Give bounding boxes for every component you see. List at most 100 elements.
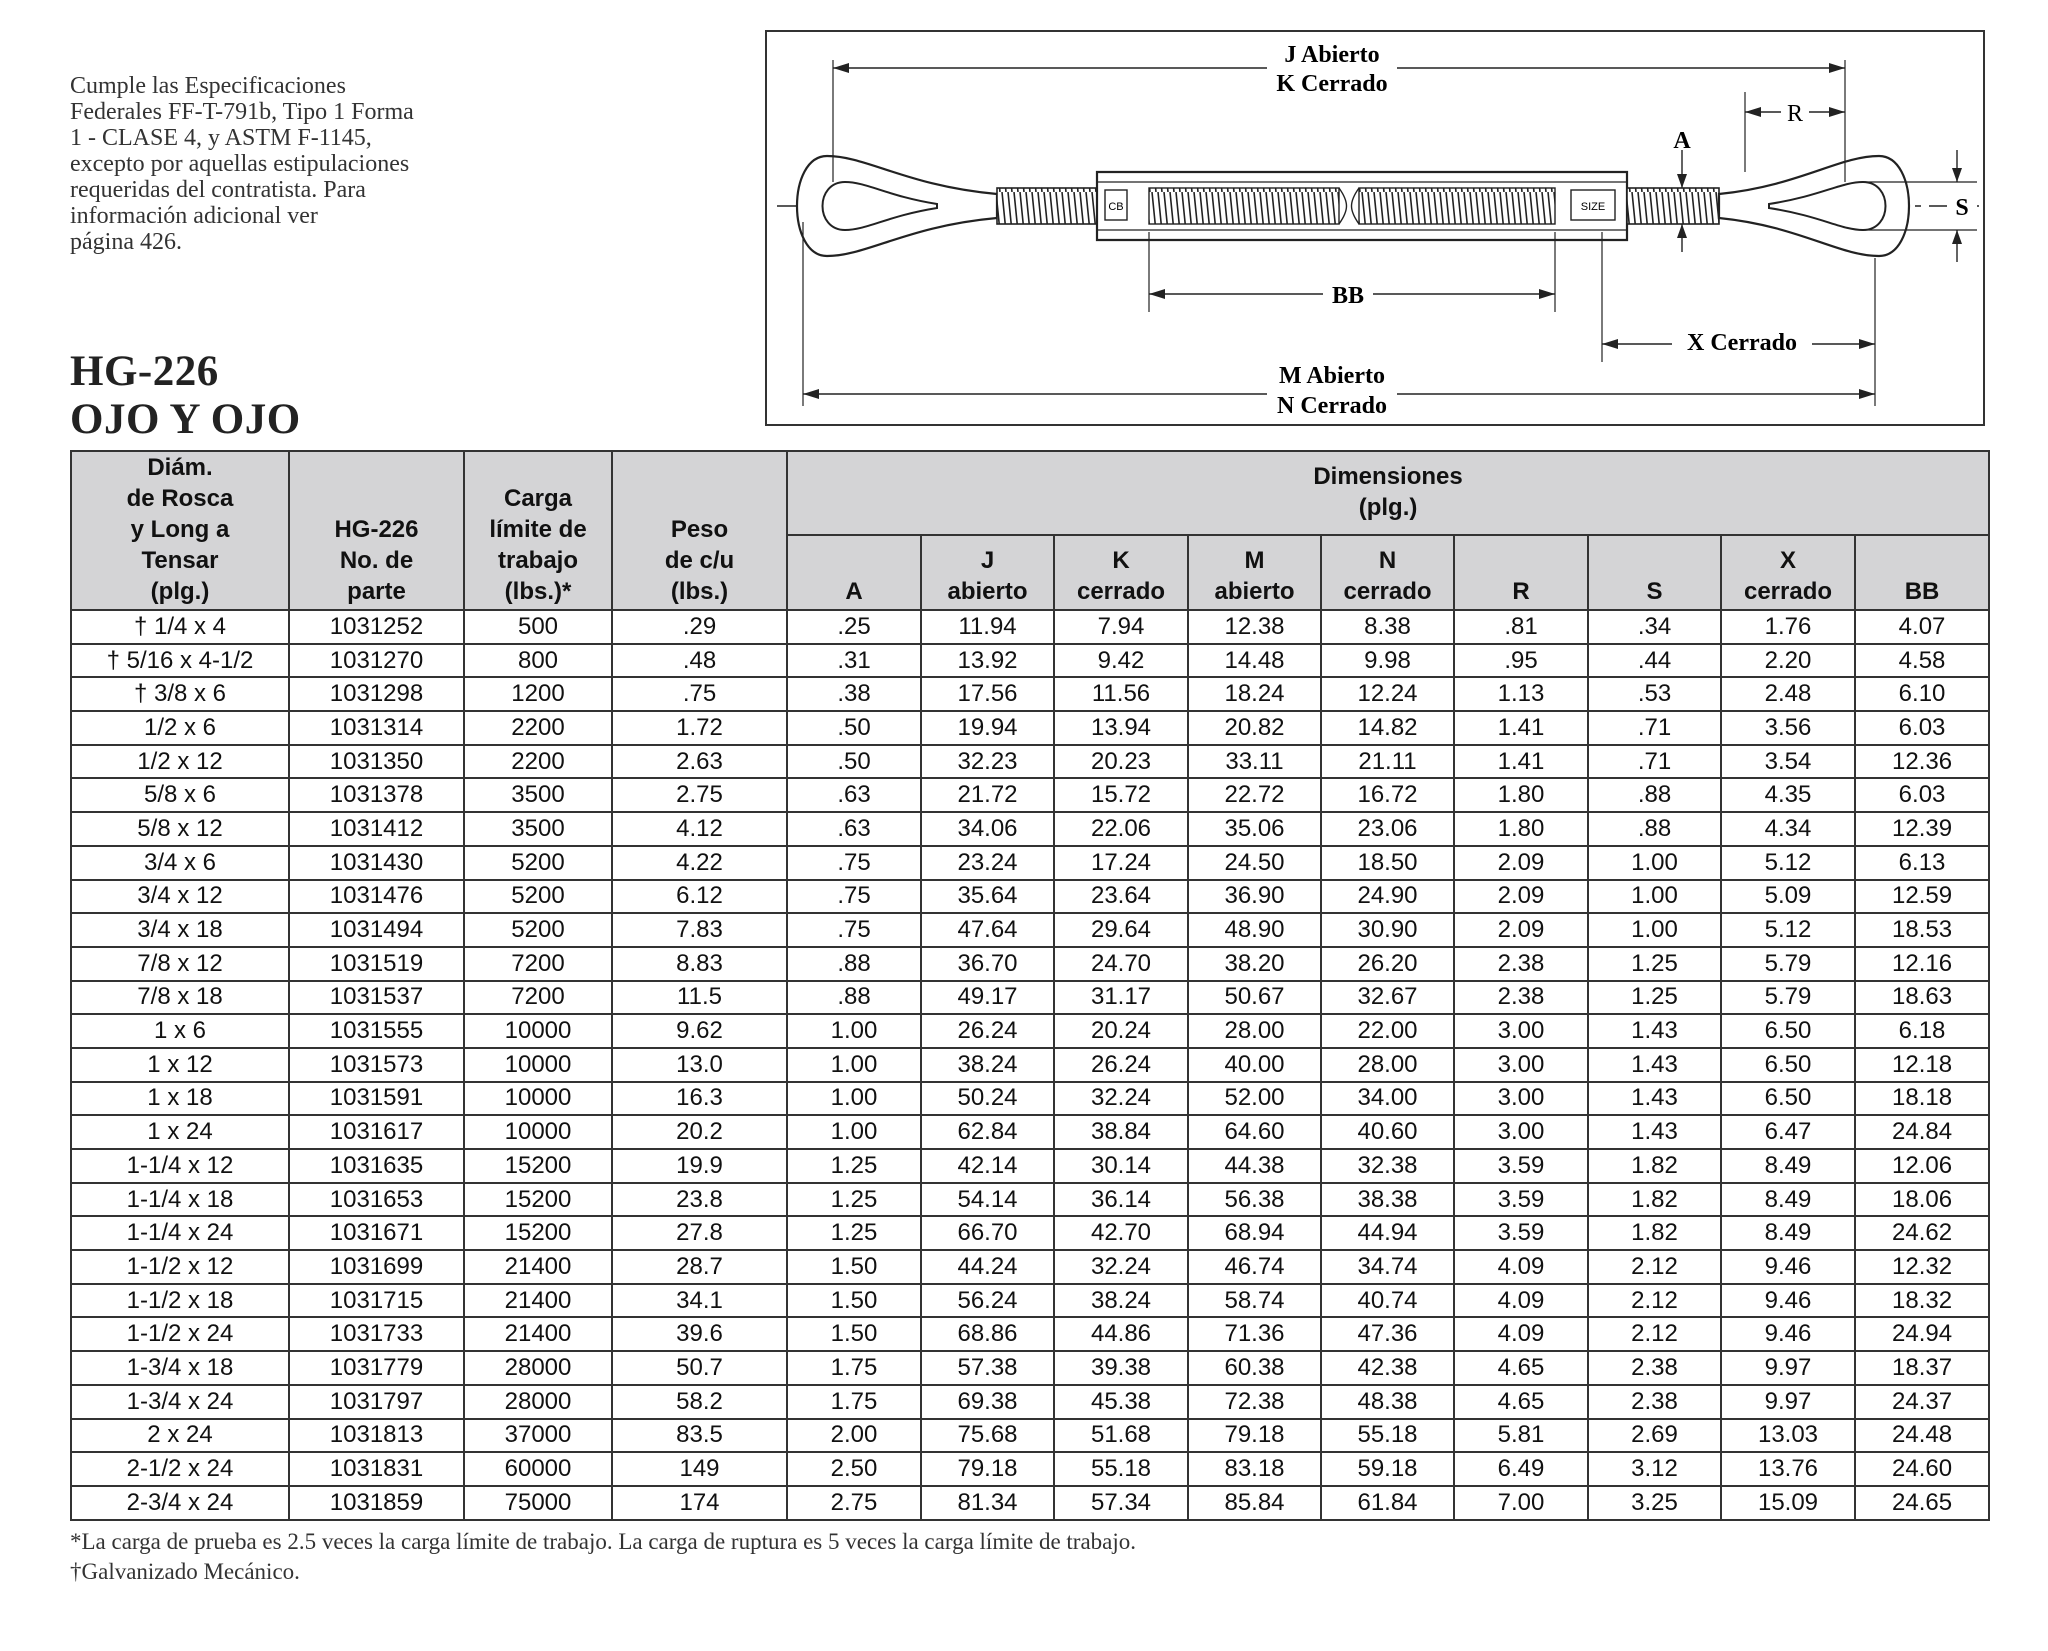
table-cell: 1.00	[1587, 878, 1722, 915]
header-numero-parte: HG-226 No. de parte	[288, 450, 465, 611]
bb-label: BB	[1332, 283, 1364, 309]
size-mark-box	[1570, 189, 1616, 221]
table-cell: 5.79	[1720, 979, 1856, 1016]
table-cell: 18.50	[1320, 844, 1455, 881]
table-cell: 7.94	[1053, 609, 1189, 645]
header-line: A	[845, 578, 863, 605]
table-cell: 23.64	[1053, 878, 1189, 915]
table-cell: 6.10	[1853, 676, 1991, 713]
size-mark-text: SIZE	[1581, 201, 1605, 213]
table-cell: 149	[611, 1451, 788, 1487]
table-cell: 2.09	[1453, 844, 1589, 881]
table-cell: 4.09	[1453, 1316, 1589, 1353]
table-cell: 48.38	[1320, 1383, 1455, 1420]
table-cell: 1.41	[1453, 743, 1589, 780]
table-cell: 1 x 24	[70, 1114, 290, 1150]
table-cell: 13.94	[1053, 710, 1189, 746]
table-cell: 35.64	[920, 878, 1055, 915]
header-line: (lbs.)	[670, 578, 729, 605]
table-cell: 2.69	[1587, 1417, 1722, 1454]
table-cell: .75	[786, 844, 922, 881]
table-cell: 60.38	[1187, 1350, 1322, 1386]
table-cell: 26.20	[1320, 945, 1455, 982]
table-row: 1-1/2 x 18 1031715 21400 34.1 1.50 56.24 38.24…	[70, 1282, 1991, 1319]
header-line: Dimensiones	[1313, 463, 1463, 490]
table-cell: 1-1/2 x 18	[70, 1282, 290, 1319]
table-cell: 34.06	[920, 811, 1055, 847]
a-label: A	[1673, 128, 1691, 154]
table-cell: 22.06	[1053, 811, 1189, 847]
table-cell: 19.94	[920, 710, 1055, 746]
spec-note-line: excepto por aquellas estipulaciones	[70, 151, 410, 177]
table-cell: 20.2	[611, 1114, 788, 1150]
footnote-line: *La carga de prueba es 2.5 veces la carg…	[70, 1529, 1137, 1554]
table-cell: 64.60	[1187, 1114, 1322, 1150]
table-row: 3/4 x 12 1031476 5200 6.12.75 35.64 23.64 36.9…	[70, 878, 1991, 915]
table-cell: 1.72	[611, 710, 788, 746]
table-cell: 1031591	[288, 1080, 465, 1117]
header-line: X	[1779, 547, 1796, 574]
table-cell: 1-3/4 x 24	[70, 1383, 290, 1420]
table-cell: 3/4 x 12	[70, 878, 290, 915]
table-cell: 2.38	[1453, 979, 1589, 1016]
table-cell: .63	[786, 777, 922, 814]
table-row: 7/8 x 12 1031519 7200 8.83.88 36.70 24.70 38.2…	[70, 945, 1991, 982]
table-cell: 5.12	[1720, 844, 1856, 881]
table-row: 1-3/4 x 24 1031797 28000 58.2 1.75 69.38 45.38…	[70, 1383, 1991, 1420]
table-cell: 61.84	[1320, 1484, 1455, 1521]
header-dim-r: R	[1453, 534, 1589, 611]
table-cell: 12.39	[1853, 811, 1991, 847]
header-line: Tensar	[141, 547, 219, 574]
table-cell: 23.24	[920, 844, 1055, 881]
table-row: 2-1/2 x 24 1031831 60000 149 2.50 79.18 55.18 8…	[70, 1451, 1991, 1487]
table-cell: .75	[786, 912, 922, 948]
table-cell: 38.38	[1320, 1181, 1455, 1218]
table-row: 1 x 18 1031591 10000 16.3 1.00 50.24 32.24 52.0…	[70, 1080, 1991, 1117]
table-cell: 16.3	[611, 1080, 788, 1117]
table-cell: 33.11	[1187, 743, 1322, 780]
table-cell: 9.97	[1720, 1350, 1856, 1386]
table-cell: 17.24	[1053, 844, 1189, 881]
header-line: abierto	[1214, 578, 1295, 605]
left-eye-hole	[821, 180, 938, 232]
table-row: 1 x 24 1031617 10000 20.2 1.00 62.84 38.84 64.6…	[70, 1114, 1991, 1150]
table-cell: 1.13	[1453, 676, 1589, 713]
logo-mark-box	[1104, 189, 1128, 221]
table-cell: 1.00	[1587, 844, 1722, 881]
table-cell: 15200	[463, 1181, 613, 1218]
table-cell: 3.59	[1453, 1148, 1589, 1184]
table-cell: 3.00	[1453, 1013, 1589, 1049]
table-cell: 83.5	[611, 1417, 788, 1454]
table-cell: 28.7	[611, 1249, 788, 1285]
r-label: R	[1787, 101, 1803, 127]
table-cell: 26.24	[1053, 1046, 1189, 1083]
table-cell: 500	[463, 609, 613, 645]
header-carga-limite: Carga límite de trabajo (lbs.)*	[463, 450, 613, 611]
table-cell: 5.12	[1720, 912, 1856, 948]
header-line: cerrado	[1343, 578, 1432, 605]
table-cell: .53	[1587, 676, 1722, 713]
table-cell: 1.41	[1453, 710, 1589, 746]
table-cell: 36.70	[920, 945, 1055, 982]
table-cell: 6.50	[1720, 1080, 1856, 1117]
table-cell: 1/2 x 6	[70, 710, 290, 746]
table-cell: 1 x 12	[70, 1046, 290, 1083]
table-cell: 4.07	[1853, 609, 1991, 645]
table-cell: 1031476	[288, 878, 465, 915]
table-cell: 4.34	[1720, 811, 1856, 847]
table-cell: 47.36	[1320, 1316, 1455, 1353]
table-cell: 1031430	[288, 844, 465, 881]
table-cell: 56.38	[1187, 1181, 1322, 1218]
table-row: 5/8 x 6 1031378 3500 2.75.63 21.72 15.72 22.72…	[70, 777, 1991, 814]
table-cell: 12.36	[1853, 743, 1991, 780]
header-line: trabajo	[497, 547, 578, 574]
table-row: 1/2 x 6 1031314 2200 1.72.50 19.94 13.94 20.82…	[70, 710, 1991, 746]
table-cell: 1-1/2 x 12	[70, 1249, 290, 1285]
table-cell: 1031671	[288, 1215, 465, 1252]
table-cell: 23.06	[1320, 811, 1455, 847]
logo-mark-text: CB	[1108, 201, 1123, 213]
table-cell: 7.00	[1453, 1484, 1589, 1521]
